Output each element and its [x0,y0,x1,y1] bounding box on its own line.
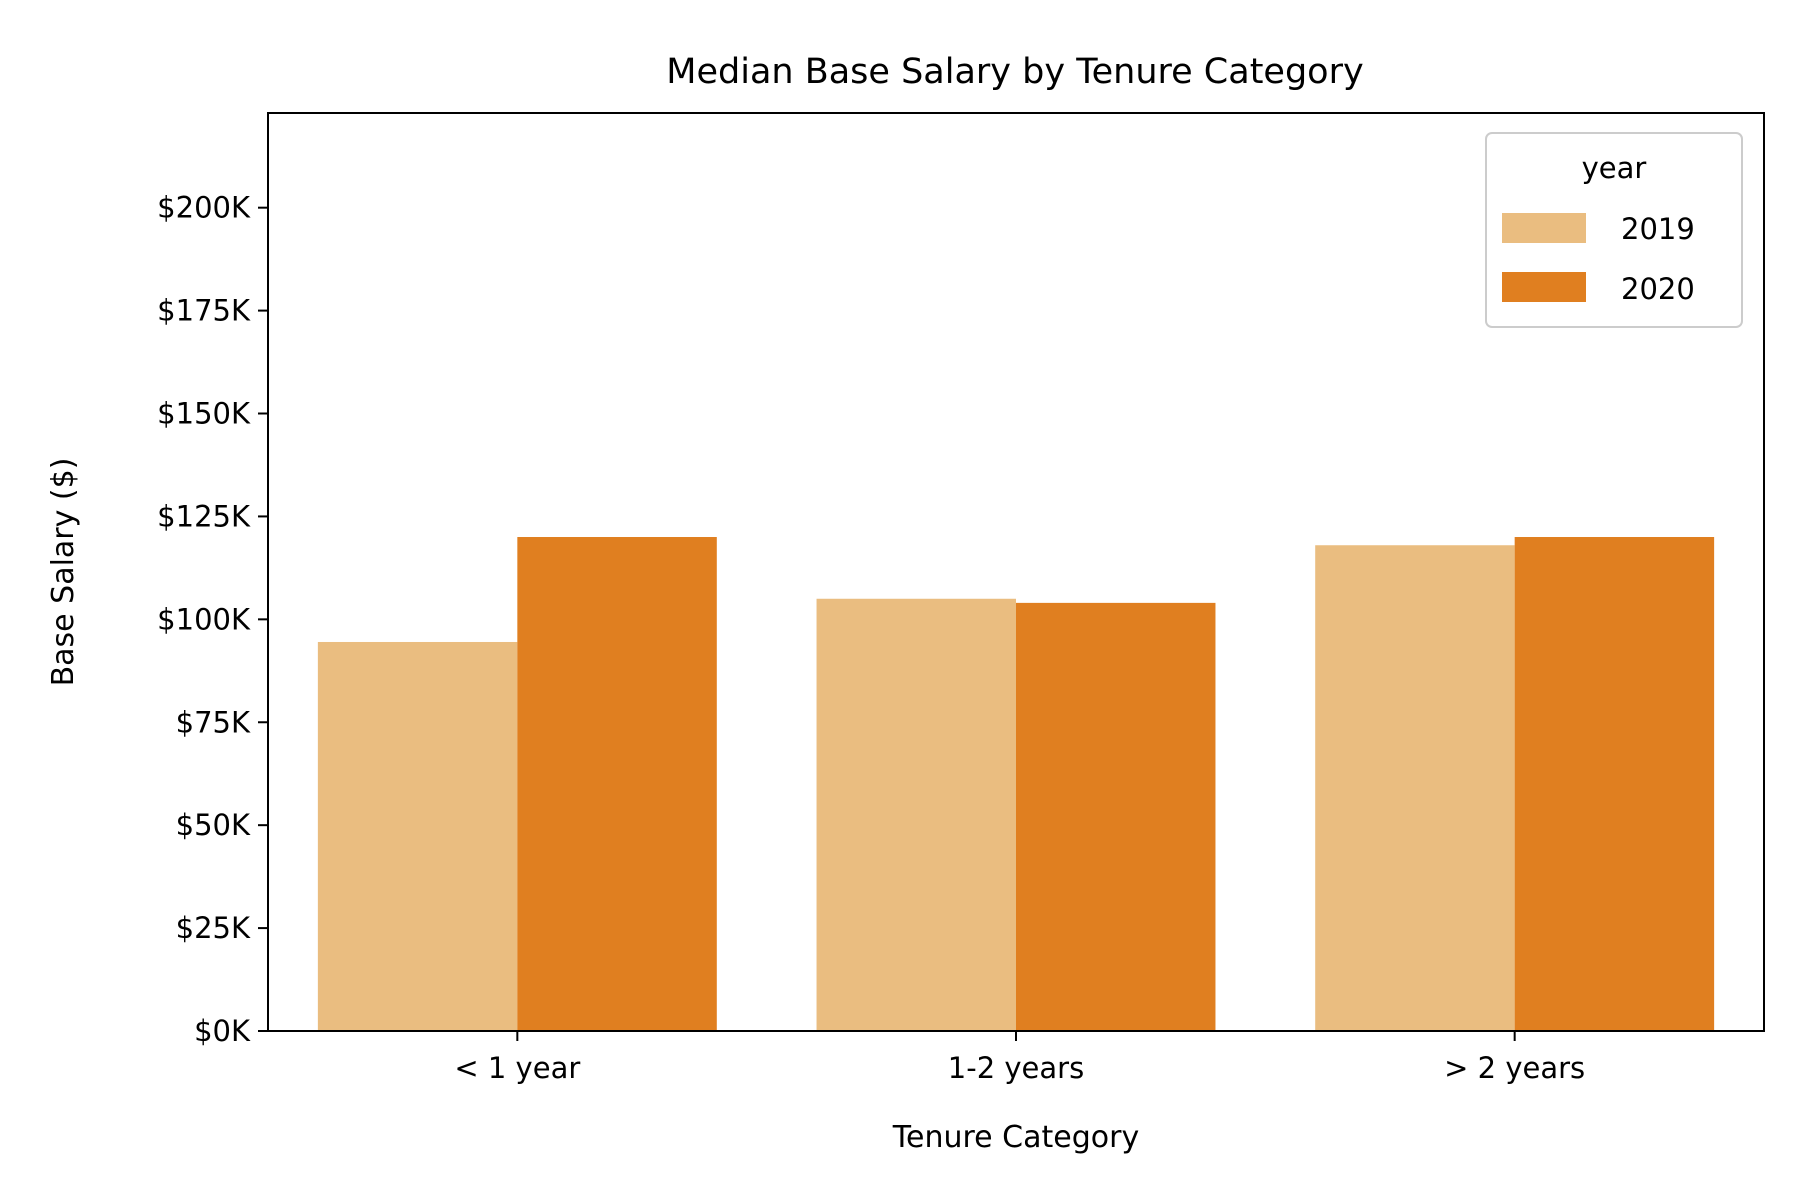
y-tick-label: $100K [157,602,251,636]
legend-swatch-2020 [1502,272,1586,302]
bar-2020-1 [1016,602,1216,1031]
y-tick-label: $25K [176,911,251,945]
legend: year 2019 2020 [1485,132,1743,328]
legend-swatch-2019 [1502,213,1586,243]
bar-2019-0 [317,641,518,1031]
x-axis-label: Tenure Category [892,1120,1139,1155]
y-tick-label: $75K [176,705,251,739]
x-tick-label: > 2 years [1444,1051,1585,1085]
bars-layer [317,537,1715,1031]
x-axis: < 1 year 1-2 years > 2 years [454,1031,1585,1085]
x-tick-label: 1-2 years [948,1051,1084,1085]
bar-2020-2 [1514,537,1715,1031]
y-tick-label: $200K [157,191,251,225]
legend-title: year [1582,151,1647,185]
legend-label-2019: 2019 [1621,212,1695,246]
bar-2019-2 [1315,545,1515,1031]
y-tick-label: $125K [157,499,251,533]
y-tick-label: $50K [176,808,251,842]
y-tick-label: $150K [157,397,251,431]
y-axis: $0K $25K $50K $75K $100K $125K $150K $175K $200K [157,191,268,1048]
y-tick-label: $0K [194,1014,251,1048]
plot-frame [267,112,1765,1032]
chart-title: Median Base Salary by Tenure Category [666,52,1363,92]
bar-2020-0 [517,537,717,1031]
y-axis-label: Base Salary ($) [46,458,81,687]
bar-2019-1 [816,598,1016,1031]
legend-label-2020: 2020 [1621,272,1695,306]
y-tick-label: $175K [157,294,251,328]
x-tick-label: < 1 year [454,1051,580,1085]
